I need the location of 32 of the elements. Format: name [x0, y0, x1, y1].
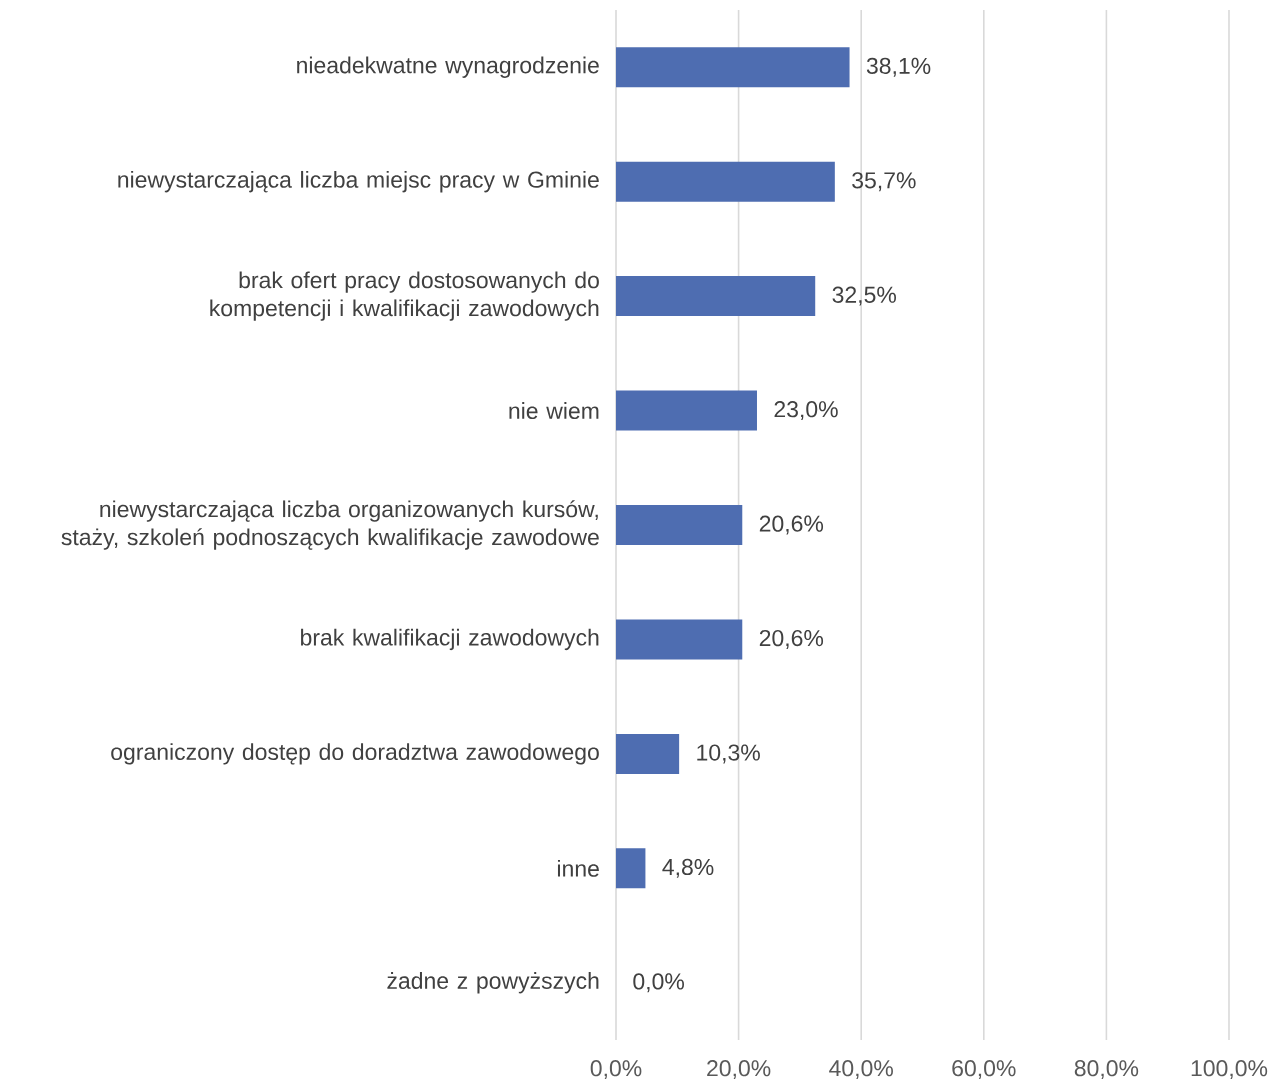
data-label: 4,8% [662, 858, 714, 878]
bar [615, 161, 835, 202]
x-tick-label: 80,0% [1074, 1060, 1139, 1080]
y-tick-label: nieadekwatne wynagrodzenie [297, 56, 599, 78]
x-tick-label: 0,0% [590, 1060, 642, 1080]
x-tick-label: 60,0% [952, 1060, 1016, 1080]
data-label: 0,0% [633, 973, 684, 993]
x-tick-label: 40,0% [829, 1060, 893, 1080]
data-label: 32,5% [832, 286, 897, 306]
x-tick-label: 100,0% [1191, 1060, 1268, 1080]
y-tick-label: brak ofert pracy dostosowanych do kompetencji i kwalifikacji zawodowych [210, 271, 599, 321]
data-label: 38,1% [866, 57, 931, 77]
y-tick-label: inne [557, 859, 599, 877]
bar [615, 276, 816, 317]
data-label: 20,6% [759, 629, 824, 649]
bar [615, 619, 743, 660]
y-tick-label: brak kwalifikacji zawodowych [301, 628, 599, 651]
bar [615, 47, 850, 88]
y-tick-label: nie wiem [509, 402, 599, 419]
y-tick-label: żadne z powyższych [387, 972, 599, 994]
bar [615, 390, 757, 431]
bar [615, 505, 743, 545]
bar [615, 848, 646, 889]
bar [615, 733, 680, 774]
y-tick-label: niewystarczająca liczba miejsc pracy w Gminie [118, 170, 599, 193]
x-tick-label: 20,0% [707, 1060, 771, 1080]
data-label: 10,3% [697, 744, 760, 764]
y-tick-label: niewystarczająca liczba organizowanych kursów, staży, szkoleń podnoszących kwalifikacje zawodowe [61, 500, 599, 550]
data-label: 23,0% [774, 401, 838, 421]
data-label: 35,7% [852, 172, 916, 192]
data-label: 20,6% [759, 515, 824, 535]
y-tick-label: ograniczony dostęp do doradztwa zawodowego [111, 743, 599, 765]
